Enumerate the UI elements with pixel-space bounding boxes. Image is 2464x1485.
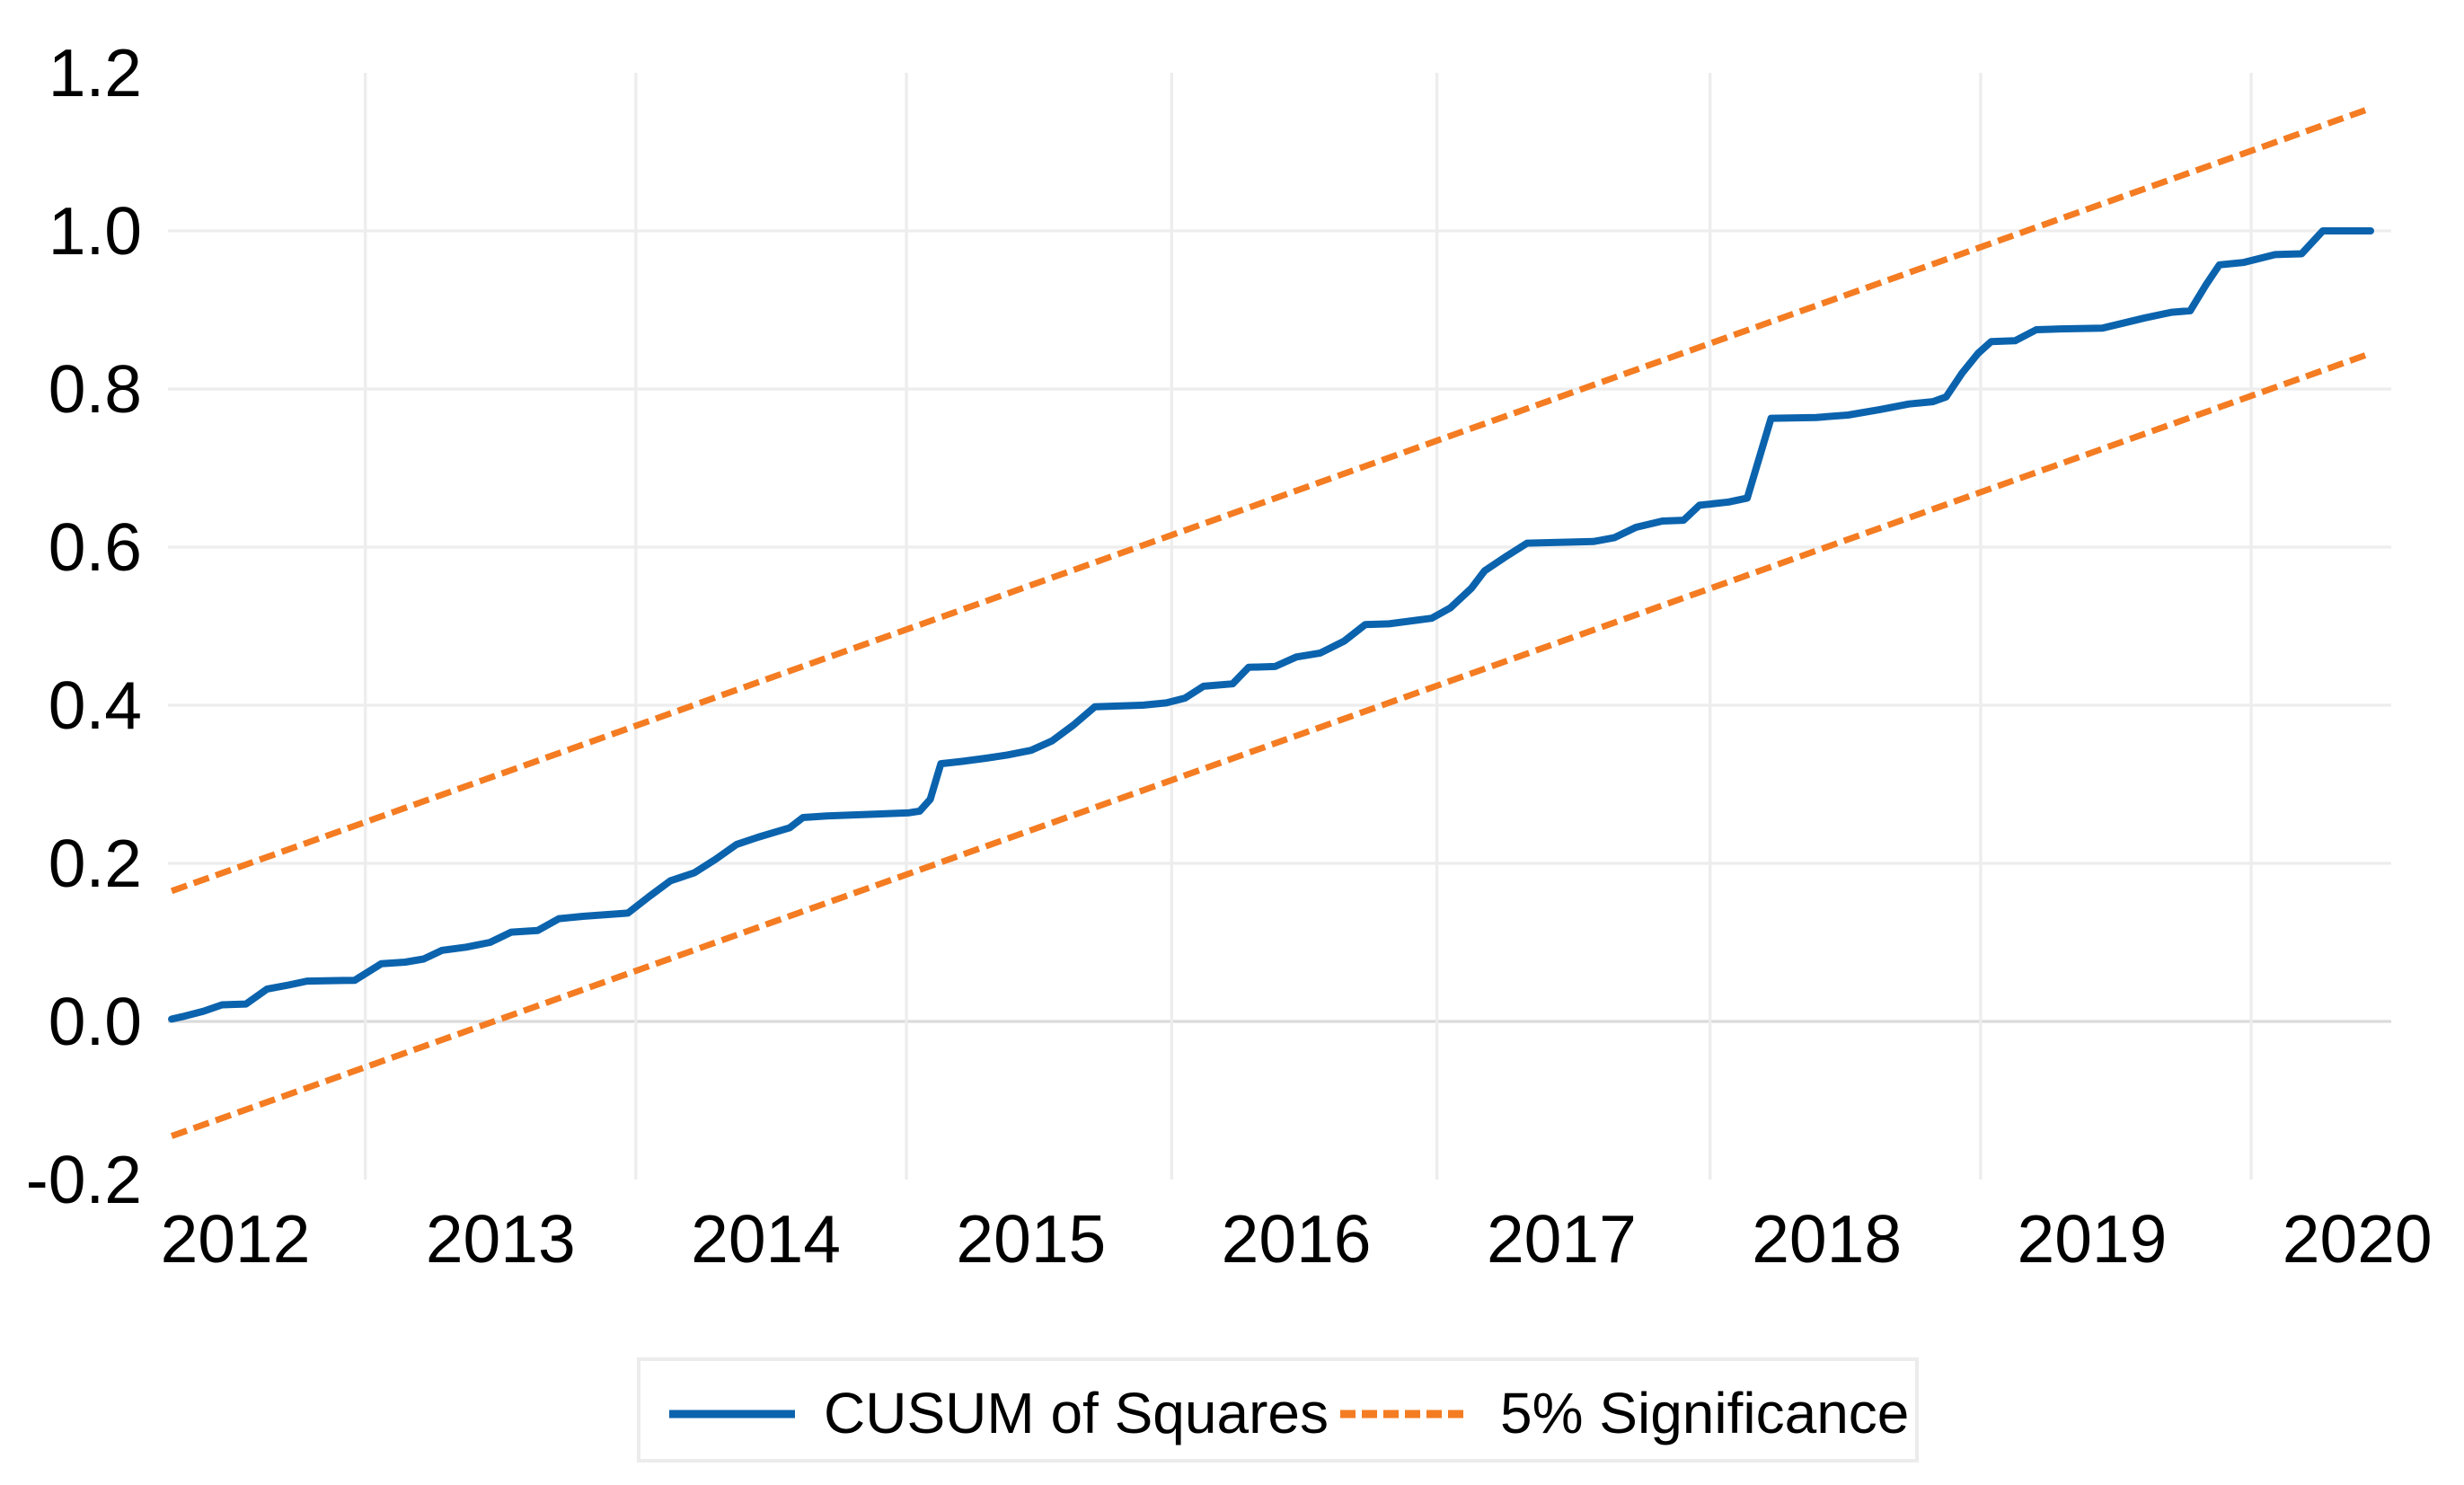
x-tick-label: 2015: [956, 1201, 1106, 1277]
significance-band-line: [170, 105, 2372, 895]
y-tick-label: -0.2: [26, 1142, 142, 1217]
x-tick-label: 2012: [161, 1201, 311, 1277]
x-tick-label: 2019: [2017, 1201, 2167, 1277]
y-tick-label: 0.8: [49, 351, 142, 427]
x-tick-label: 2018: [1752, 1201, 1902, 1277]
x-tick-label: 2017: [1487, 1201, 1637, 1277]
x-tick-label: 2014: [691, 1201, 841, 1277]
x-tick-label: 2016: [1222, 1201, 1372, 1277]
significance-line-swatch-icon: [1340, 1410, 1468, 1419]
y-tick-label: 1.0: [49, 193, 142, 269]
y-tick-label: 1.2: [49, 35, 142, 110]
legend-label-significance: 5% Significance: [1500, 1381, 1910, 1445]
cusum-line-swatch-icon: [669, 1410, 795, 1419]
x-tick-label: 2020: [2283, 1201, 2433, 1277]
y-tick-label: 0.0: [49, 984, 142, 1059]
x-tick-label: 2013: [426, 1201, 576, 1277]
significance-band-line: [170, 350, 2372, 1139]
y-tick-label: 0.2: [49, 826, 142, 901]
cusum-line: [168, 227, 2374, 1023]
y-tick-label: 0.4: [49, 667, 142, 743]
chart-legend: CUSUM of Squares 5% Significance: [637, 1357, 1919, 1463]
y-tick-label: 0.6: [49, 509, 142, 585]
legend-label-cusum: CUSUM of Squares: [824, 1381, 1329, 1445]
